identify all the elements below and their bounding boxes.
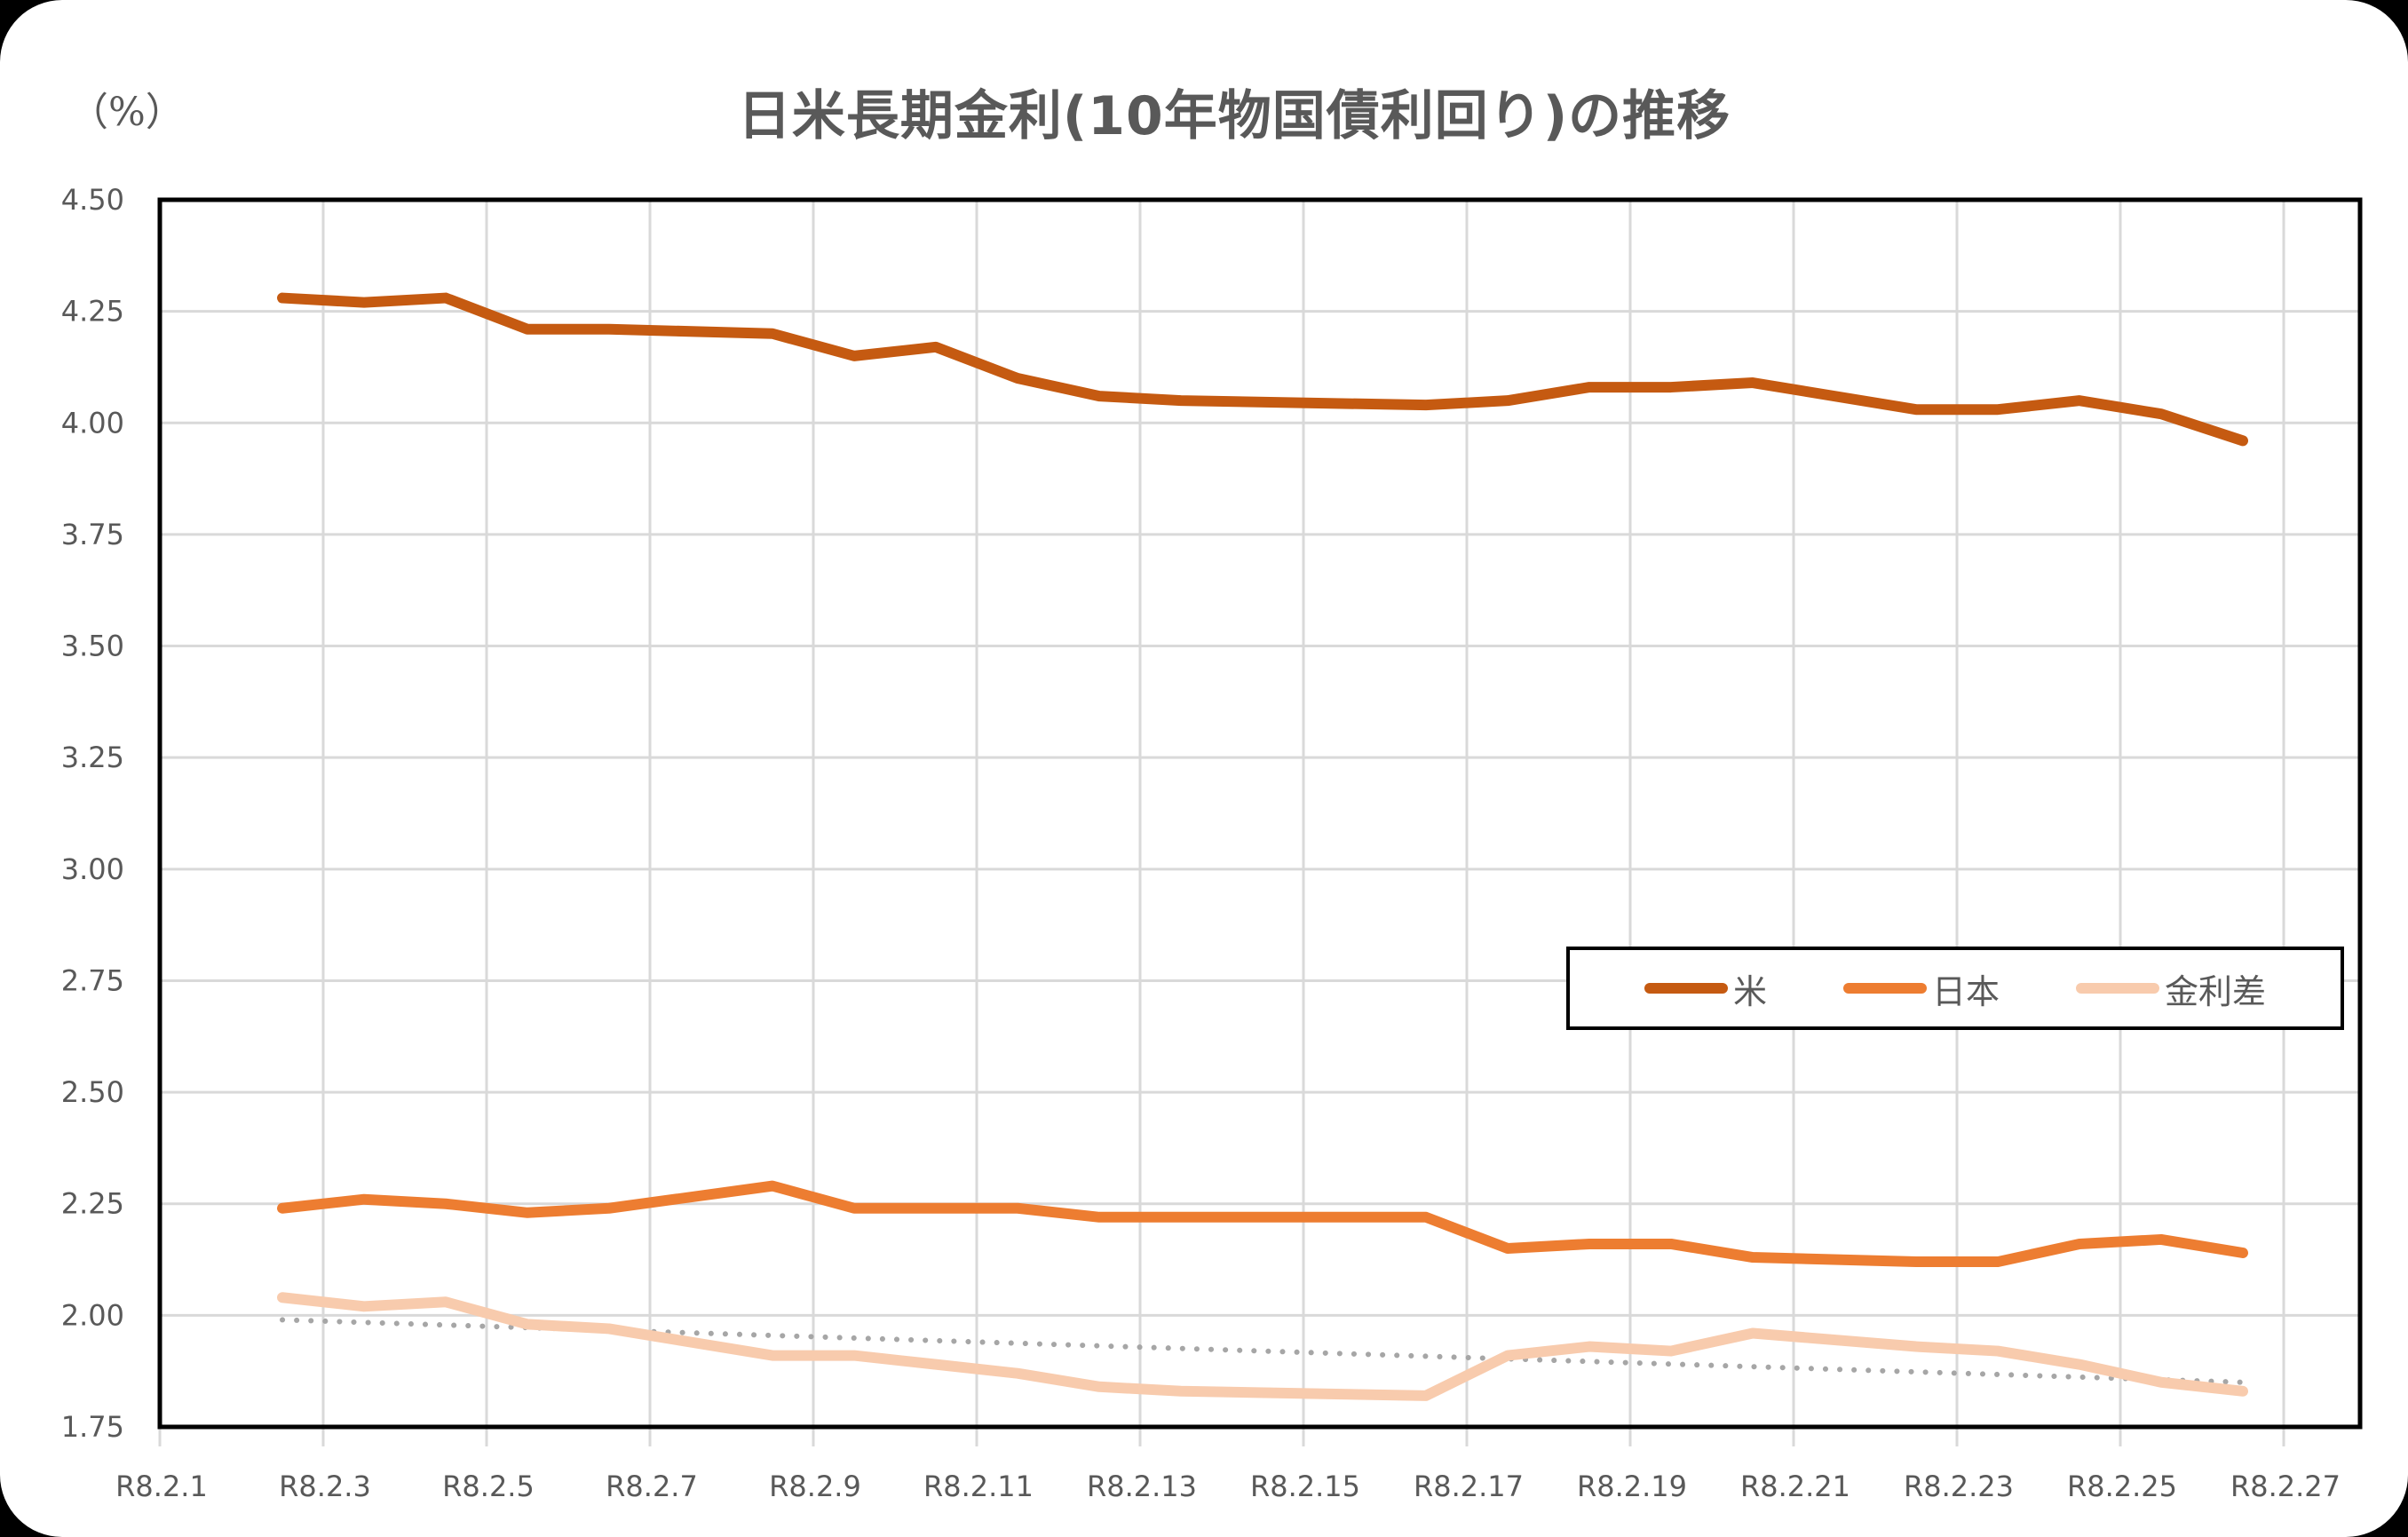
y-tick-label: 2.50 (61, 1075, 124, 1109)
x-tick-label: R8.2.5 (442, 1470, 535, 1503)
chart-title: 日米長期金利(10年物国債利回り)の推移 (737, 85, 1731, 147)
x-tick-label: R8.2.11 (923, 1470, 1034, 1503)
y-tick-label: 3.50 (61, 630, 124, 663)
x-tick-label: R8.2.21 (1740, 1470, 1850, 1503)
x-tick-label: R8.2.15 (1250, 1470, 1360, 1503)
legend-label-us: 米 (1732, 971, 1767, 1011)
plot-area-border (157, 197, 2363, 1430)
y-tick-label: 4.50 (61, 183, 124, 217)
x-tick-label: R8.2.25 (2067, 1470, 2177, 1503)
x-tick-label: R8.2.1 (115, 1470, 208, 1503)
x-tick-label: R8.2.27 (2230, 1470, 2341, 1503)
legend-swatch-spread (2076, 983, 2159, 994)
legend-swatch-us (1644, 983, 1728, 994)
y-tick-label: 2.00 (61, 1298, 124, 1332)
spread-line (277, 1292, 2248, 1401)
y-tick-label: 3.25 (61, 741, 124, 774)
y-tick-label: 4.00 (61, 406, 124, 440)
legend-label-spread: 金利差 (2165, 971, 2267, 1011)
y-tick-label: 1.75 (61, 1410, 124, 1444)
legend-label-japan: 日本 (1931, 971, 2000, 1011)
x-tick-label: R8.2.17 (1414, 1470, 1524, 1503)
x-tick-label: R8.2.19 (1577, 1470, 1687, 1503)
x-tick-label: R8.2.13 (1087, 1470, 1197, 1503)
y-tick-label: 4.25 (61, 295, 124, 329)
legend-swatch-japan (1842, 983, 1927, 994)
y-tick-label: 2.25 (61, 1187, 124, 1221)
x-tick-label: R8.2.9 (769, 1470, 861, 1503)
y-axis-unit-label: （%） (69, 90, 185, 135)
x-tick-label: R8.2.3 (279, 1470, 371, 1503)
legend-item-us: 米 (1644, 964, 1767, 1013)
y-tick-label: 2.75 (61, 963, 124, 997)
x-tick-label: R8.2.23 (1904, 1470, 2014, 1503)
y-tick-label: 3.75 (61, 518, 124, 551)
legend-item-spread: 金利差 (2076, 964, 2266, 1013)
chart-legend: 米 日本 金利差 (1566, 947, 2344, 1030)
x-tick-label: R8.2.7 (606, 1470, 698, 1503)
y-tick-label: 3.00 (61, 852, 124, 886)
japan-yield-line (277, 1180, 2248, 1268)
us-yield-line (277, 292, 2248, 447)
legend-item-japan: 日本 (1842, 964, 2000, 1013)
